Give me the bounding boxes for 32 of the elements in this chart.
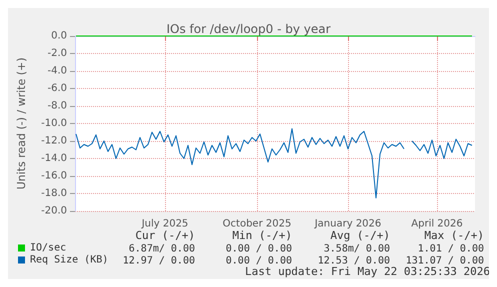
legend-label: Req Size (KB) <box>30 254 108 266</box>
legend-label: IO/sec <box>30 242 66 254</box>
text: 0.00 / 0.00 <box>226 256 292 266</box>
y-tick-label: -16.0 <box>41 170 67 182</box>
text: Avg (-/+) <box>330 229 390 242</box>
x-tick-label: October 2025 <box>222 218 292 230</box>
text: Max (-/+) <box>424 229 484 242</box>
text: 6.87m/ 0.00 <box>128 244 195 254</box>
text: 131.07 / 0.00 <box>406 256 484 266</box>
x-tick-label: January 2026 <box>314 218 382 230</box>
text: Cur (-/+) <box>135 229 195 242</box>
y-tick-label: -14.0 <box>41 153 67 164</box>
text: 1.01 / 0.00 <box>418 244 484 254</box>
text: 12.97 / 0.00 <box>122 256 195 266</box>
y-tick-label: -20.0 <box>41 206 67 216</box>
y-tick-label: -4.0 <box>47 66 67 76</box>
text: 3.58m/ 0.00 <box>324 244 390 254</box>
y-tick-label: -10.0 <box>41 118 67 129</box>
y-tick-label: -18.0 <box>41 188 67 199</box>
text: 0.00 / 0.00 <box>226 244 292 254</box>
y-tick-label: -2.0 <box>47 48 67 59</box>
y-tick-label: -8.0 <box>47 100 67 112</box>
text: Min (-/+) <box>232 229 292 242</box>
x-tick-label: April 2026 <box>411 218 463 230</box>
text: 12.53 / 0.00 <box>318 256 390 266</box>
y-axis-title: Units read (-) / write (+) <box>15 57 28 190</box>
y-tick-label: 0.0 <box>51 30 67 42</box>
chart-title: IOs for /dev/loop0 - by year <box>166 22 331 36</box>
x-tick-label: July 2025 <box>140 218 188 230</box>
y-tick-label: -12.0 <box>41 136 67 146</box>
y-tick-label: -6.0 <box>47 83 67 94</box>
text: Last update: Fri May 22 03:25:33 2026 <box>244 265 490 278</box>
